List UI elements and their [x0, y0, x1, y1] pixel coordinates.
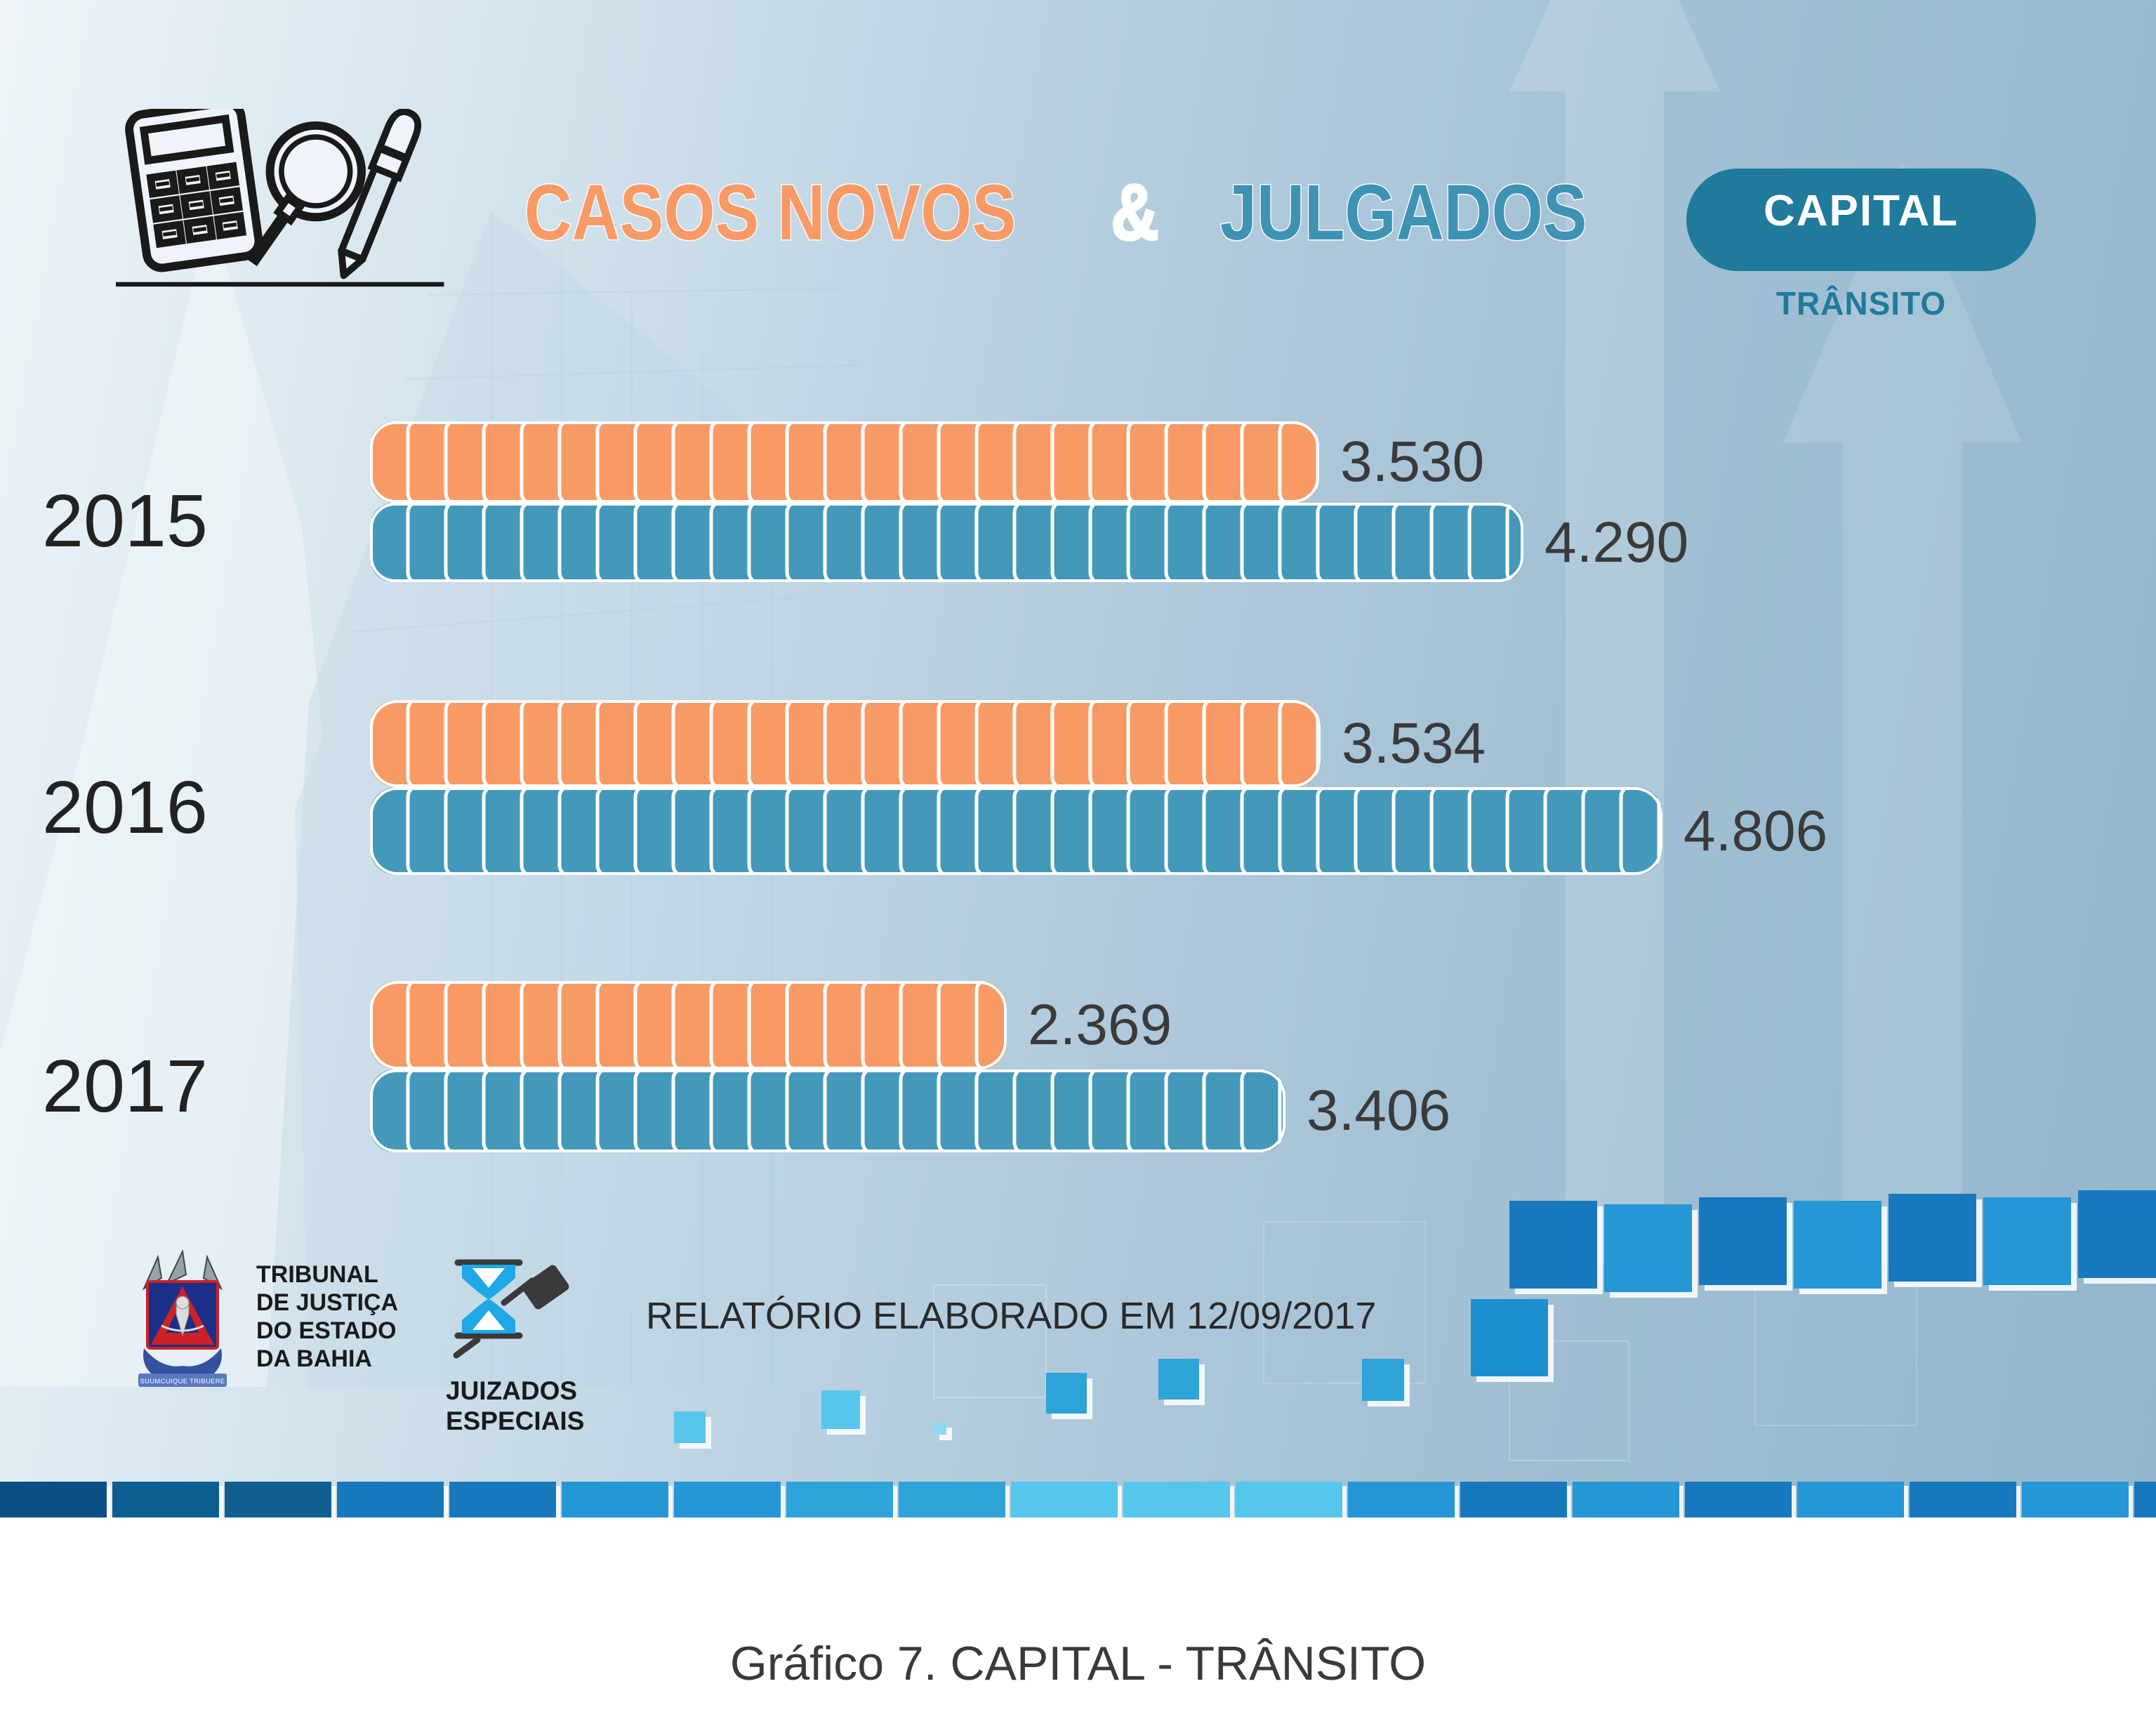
- svg-text:SUUMCUIQUE TRIBUERE: SUUMCUIQUE TRIBUERE: [140, 1378, 225, 1385]
